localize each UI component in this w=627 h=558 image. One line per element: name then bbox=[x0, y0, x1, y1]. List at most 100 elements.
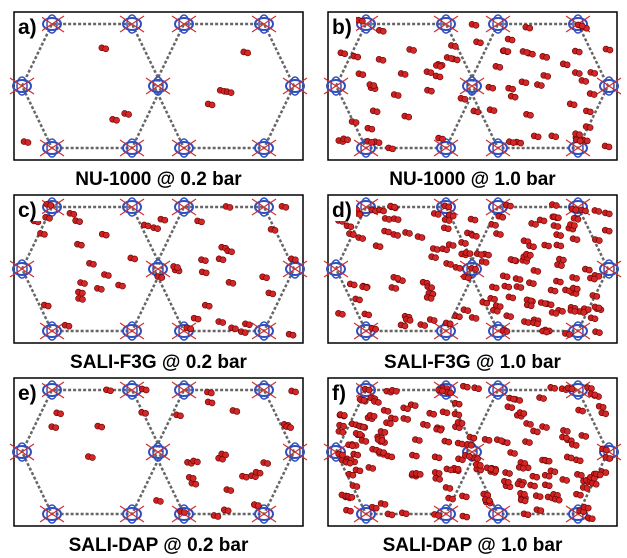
metal-node bbox=[42, 17, 62, 31]
adsorbate bbox=[477, 251, 485, 258]
adsorbate bbox=[208, 399, 216, 407]
adsorbate bbox=[527, 111, 534, 119]
metal-node bbox=[174, 383, 194, 397]
adsorbate bbox=[373, 108, 381, 116]
metal-node bbox=[16, 259, 28, 279]
adsorbate bbox=[521, 491, 528, 498]
node-bond bbox=[323, 260, 349, 278]
adsorbate bbox=[443, 246, 451, 254]
adsorbate bbox=[445, 203, 453, 211]
panel-caption: SALI-F3G @ 1.0 bar bbox=[384, 352, 562, 373]
metal-node bbox=[254, 383, 274, 397]
metal-node bbox=[126, 138, 138, 158]
panel-caption: NU-1000 @ 0.2 bar bbox=[75, 169, 242, 190]
adsorbate bbox=[483, 299, 491, 307]
adsorbate bbox=[439, 387, 446, 395]
node-bond bbox=[251, 15, 277, 33]
adsorbate bbox=[356, 431, 364, 438]
adsorbate bbox=[552, 133, 560, 141]
adsorbate bbox=[509, 85, 516, 93]
node-bond bbox=[251, 381, 277, 399]
adsorbate bbox=[464, 383, 471, 391]
adsorbate bbox=[545, 482, 553, 490]
adsorbate bbox=[540, 217, 548, 225]
metal-node bbox=[568, 200, 588, 214]
metal-node bbox=[360, 504, 372, 524]
adsorbate bbox=[517, 139, 525, 147]
adsorbate bbox=[470, 434, 478, 442]
adsorbate bbox=[340, 422, 347, 430]
adsorbate bbox=[596, 237, 603, 244]
metal-node bbox=[289, 76, 301, 96]
metal-node bbox=[46, 138, 58, 158]
panel-label: a) bbox=[18, 16, 37, 39]
adsorbate bbox=[567, 454, 575, 462]
adsorbate bbox=[466, 453, 473, 460]
adsorbate bbox=[370, 412, 378, 420]
adsorbate bbox=[578, 472, 585, 479]
adsorbate bbox=[350, 281, 358, 289]
node-bond bbox=[485, 15, 511, 33]
adsorbate bbox=[437, 63, 444, 70]
adsorbate bbox=[359, 235, 366, 242]
adsorbate bbox=[46, 214, 53, 222]
metal-node bbox=[42, 200, 62, 214]
adsorbate bbox=[456, 313, 463, 321]
adsorbate bbox=[557, 278, 564, 286]
adsorbate bbox=[530, 243, 537, 251]
adsorbate bbox=[222, 451, 229, 459]
adsorbate bbox=[102, 45, 110, 53]
adsorbate bbox=[458, 420, 466, 427]
adsorbate bbox=[603, 446, 610, 454]
adsorbate bbox=[557, 232, 564, 239]
node-bond bbox=[433, 15, 459, 33]
adsorbate bbox=[575, 48, 583, 56]
adsorbate bbox=[437, 426, 444, 434]
adsorbate bbox=[381, 501, 389, 508]
adsorbate bbox=[466, 250, 474, 257]
adsorbate bbox=[394, 274, 402, 282]
adsorbate bbox=[354, 53, 362, 61]
adsorbate bbox=[65, 322, 73, 330]
adsorbate bbox=[405, 113, 413, 121]
adsorbate bbox=[372, 504, 380, 512]
adsorbate bbox=[602, 410, 610, 418]
adsorbate bbox=[596, 329, 603, 337]
adsorbate bbox=[582, 207, 589, 215]
adsorbate bbox=[349, 471, 357, 479]
metal-node bbox=[126, 14, 138, 34]
metal-node bbox=[12, 445, 32, 459]
adsorbate bbox=[553, 202, 560, 209]
adsorbate bbox=[497, 437, 505, 444]
node-bond bbox=[282, 260, 308, 278]
label-bg bbox=[16, 14, 42, 38]
adsorbate bbox=[578, 22, 586, 30]
adsorbate bbox=[70, 211, 78, 218]
metal-node bbox=[254, 507, 274, 521]
adsorbate bbox=[505, 478, 512, 486]
node-bond bbox=[39, 322, 65, 340]
adsorbate bbox=[81, 280, 88, 287]
adsorbate bbox=[590, 91, 598, 98]
node-bond bbox=[39, 505, 65, 523]
adsorbate bbox=[404, 416, 412, 423]
metal-node bbox=[126, 197, 138, 217]
adsorbate bbox=[518, 481, 526, 489]
node-bond bbox=[39, 139, 65, 157]
metal-node bbox=[258, 504, 270, 524]
metal-node bbox=[174, 200, 194, 214]
adsorbate bbox=[445, 217, 453, 224]
metal-node bbox=[330, 76, 342, 96]
node-bond bbox=[119, 139, 145, 157]
adsorbate bbox=[563, 61, 571, 69]
adsorbate bbox=[356, 467, 364, 475]
adsorbate bbox=[497, 231, 504, 238]
adsorbate bbox=[388, 453, 396, 461]
adsorbate bbox=[289, 331, 297, 339]
adsorbate bbox=[595, 304, 603, 312]
adsorbate bbox=[161, 216, 169, 224]
adsorbate bbox=[499, 213, 507, 221]
adsorbate bbox=[576, 70, 583, 77]
adsorbate bbox=[443, 409, 451, 417]
node-bond bbox=[282, 77, 308, 95]
